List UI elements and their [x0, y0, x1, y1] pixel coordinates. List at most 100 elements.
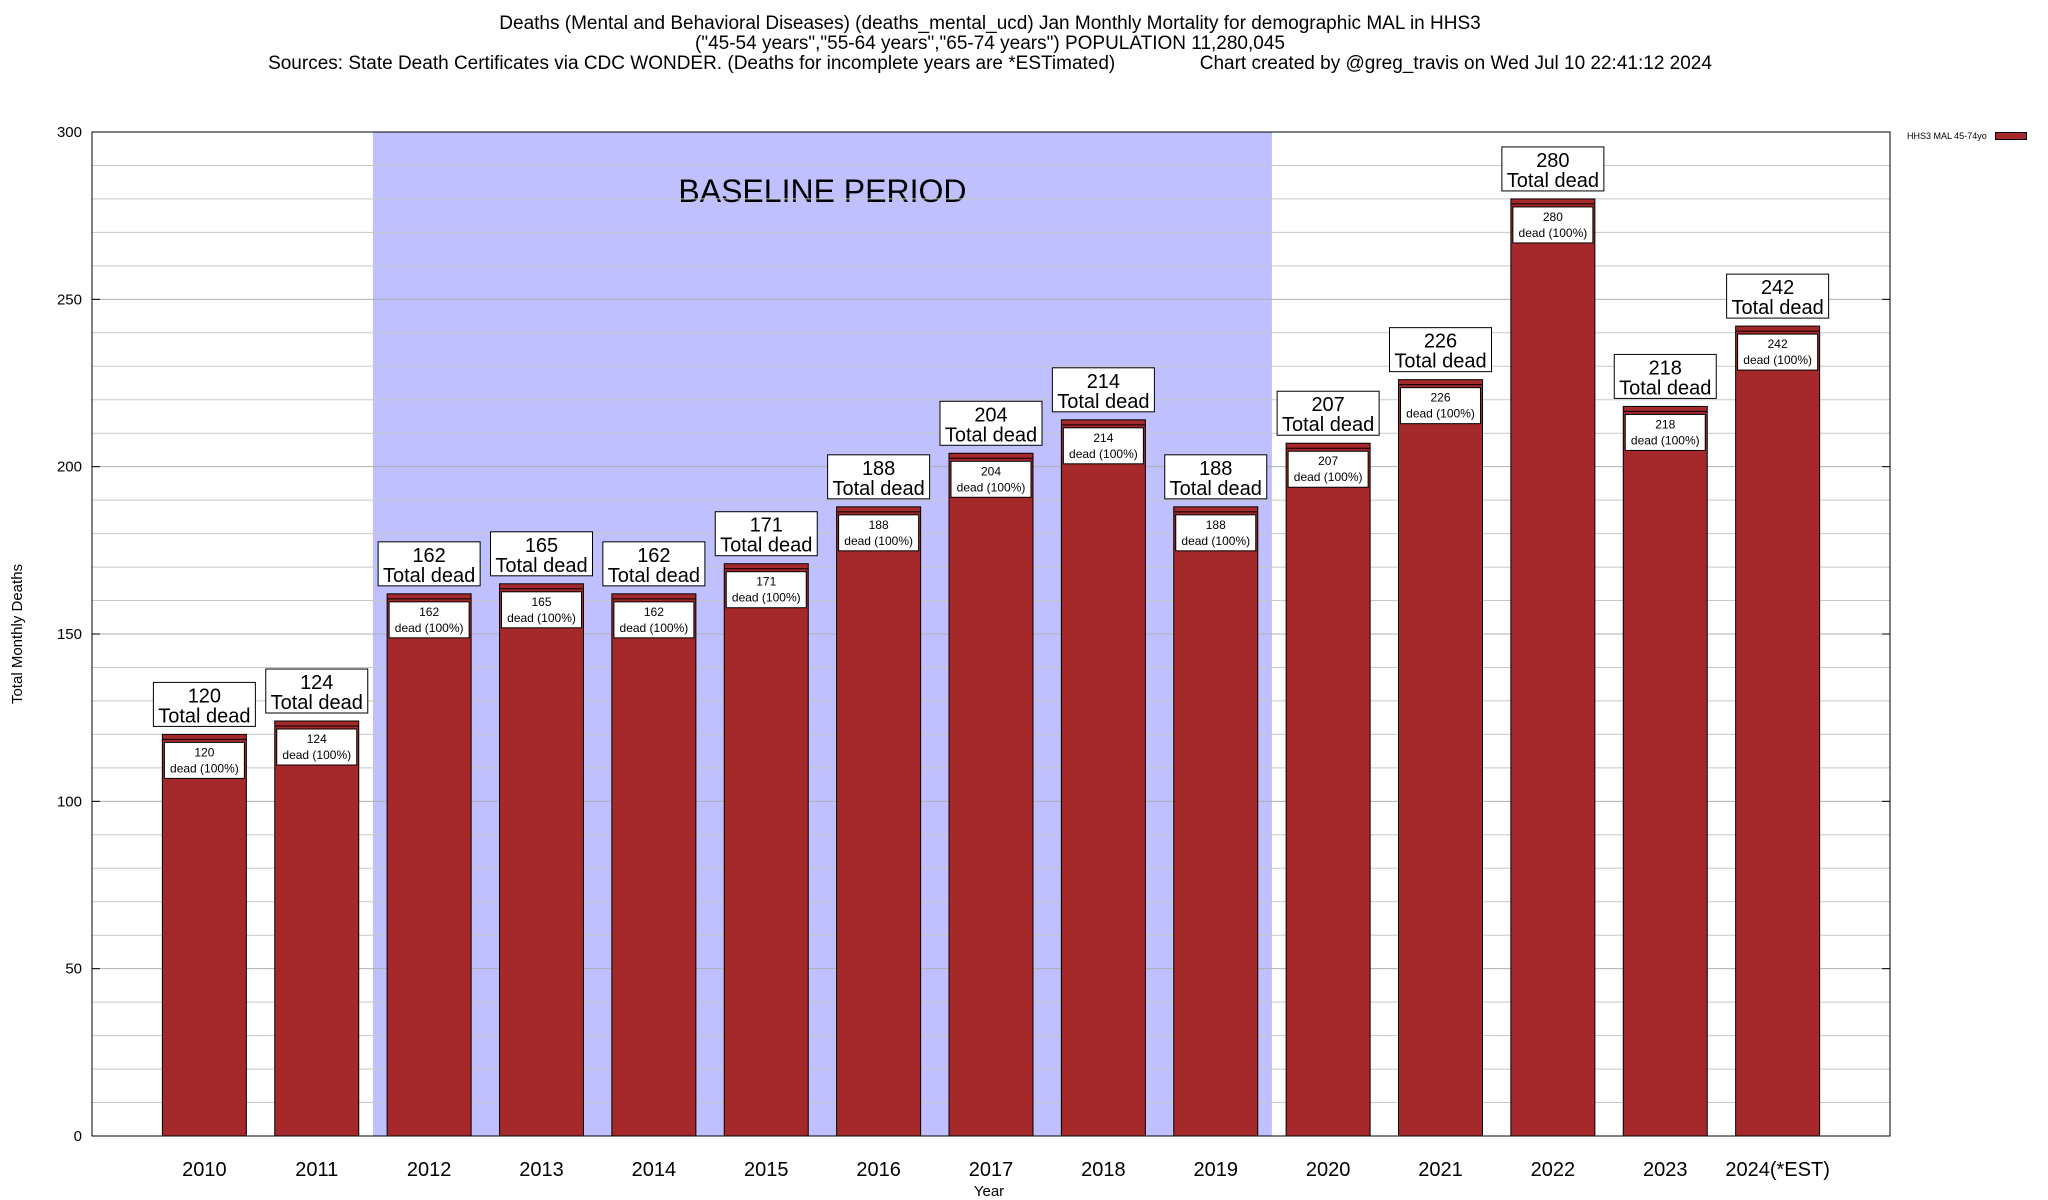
baseline-period-label: BASELINE PERIOD: [678, 173, 966, 209]
chart-title: Deaths (Mental and Behavioral Diseases) …: [499, 13, 1481, 34]
bar: [611, 593, 697, 1137]
x-tick-label: 2011: [295, 1159, 338, 1181]
inner-percent-label: dead (100%): [395, 621, 464, 635]
bar: [386, 593, 472, 1137]
inner-label-box: [1175, 514, 1257, 552]
credit-text: Chart created by @greg_travis on Wed Jul…: [1199, 53, 1712, 74]
inner-value-label: 162: [644, 605, 664, 619]
bar: [1735, 325, 1821, 1137]
legend: HHS3 MAL 45-74yo: [1907, 131, 2027, 141]
bar: [1622, 405, 1708, 1137]
inner-label-box: [1287, 450, 1369, 488]
y-tick-label: 0: [74, 1128, 82, 1145]
total-dead-label: Total dead: [271, 692, 363, 714]
total-label-box: [827, 454, 931, 500]
inner-percent-label: dead (100%): [844, 534, 913, 548]
chart-subtitle: ("45-54 years","55-64 years","65-74 year…: [695, 33, 1285, 54]
total-value-label: 226: [1424, 331, 1457, 353]
bar: [1060, 419, 1146, 1137]
inner-percent-label: dead (100%): [1519, 226, 1588, 240]
inner-value-label: 124: [307, 732, 327, 746]
x-tick-label: 2021: [1418, 1159, 1463, 1181]
total-label-box: [152, 681, 256, 727]
total-value-label: 280: [1536, 150, 1569, 172]
x-tick-label: 2023: [1643, 1159, 1688, 1181]
inner-percent-label: dead (100%): [620, 621, 689, 635]
inner-label-box: [163, 741, 245, 779]
bar: [836, 506, 922, 1137]
x-tick-label: 2016: [856, 1159, 901, 1181]
inner-label-box: [1062, 427, 1144, 465]
chart-sources: Sources: State Death Certificates via CD…: [0, 54, 1980, 74]
y-tick-label: 300: [57, 124, 82, 141]
x-tick-label: 2018: [1081, 1159, 1126, 1181]
total-label-box: [1501, 146, 1605, 192]
inner-value-label: 188: [869, 518, 889, 532]
inner-label-box: [276, 728, 358, 766]
bar: [274, 720, 360, 1137]
total-dead-label: Total dead: [1057, 391, 1149, 413]
bar: [1173, 506, 1259, 1137]
total-value-label: 207: [1311, 394, 1344, 416]
bar: [1285, 442, 1371, 1137]
total-label-box: [1164, 454, 1268, 500]
total-dead-label: Total dead: [1619, 377, 1711, 399]
y-tick-label: 250: [57, 291, 82, 308]
total-dead-label: Total dead: [1731, 297, 1823, 319]
total-label-box: [714, 511, 818, 557]
inner-value-label: 204: [981, 464, 1001, 478]
inner-value-label: 207: [1318, 454, 1338, 468]
total-dead-label: Total dead: [1170, 478, 1262, 500]
x-tick-label: 2024(*EST): [1725, 1159, 1830, 1181]
x-tick-label: 2022: [1531, 1159, 1576, 1181]
total-dead-label: Total dead: [608, 565, 700, 587]
total-dead-label: Total dead: [383, 565, 475, 587]
total-dead-label: Total dead: [158, 705, 250, 727]
bar: [723, 563, 809, 1137]
total-dead-label: Total dead: [720, 535, 812, 557]
legend-swatch: [1994, 132, 2027, 140]
total-dead-label: Total dead: [945, 424, 1037, 446]
x-tick-label: 2015: [744, 1159, 789, 1181]
total-label-box: [490, 531, 593, 577]
inner-value-label: 214: [1093, 431, 1113, 445]
total-value-label: 120: [188, 685, 221, 707]
total-value-label: 242: [1761, 277, 1794, 299]
bar: [1510, 198, 1596, 1137]
x-tick-label: 2020: [1306, 1159, 1351, 1181]
total-value-label: 124: [300, 672, 333, 694]
total-label-box: [1051, 367, 1155, 413]
total-value-label: 204: [974, 404, 1007, 426]
legend-label: HHS3 MAL 45-74yo: [1907, 131, 1987, 141]
total-value-label: 162: [412, 545, 445, 567]
inner-value-label: 120: [194, 745, 214, 759]
total-label-box: [939, 400, 1043, 446]
inner-percent-label: dead (100%): [957, 480, 1026, 494]
inner-value-label: 226: [1430, 391, 1450, 405]
inner-value-label: 165: [531, 595, 551, 609]
inner-percent-label: dead (100%): [1631, 433, 1700, 447]
inner-percent-label: dead (100%): [1743, 353, 1812, 367]
total-dead-label: Total dead: [495, 555, 587, 577]
inner-value-label: 162: [419, 605, 439, 619]
inner-label-box: [613, 601, 695, 639]
inner-percent-label: dead (100%): [1181, 534, 1250, 548]
x-tick-label: 2010: [182, 1159, 227, 1181]
x-tick-label: 2012: [407, 1159, 452, 1181]
total-label-box: [1613, 353, 1717, 399]
total-label-box: [377, 541, 481, 587]
x-tick-label: 2019: [1194, 1159, 1239, 1181]
y-tick-label: 50: [65, 961, 82, 978]
inner-value-label: 188: [1206, 518, 1226, 532]
inner-percent-label: dead (100%): [732, 591, 801, 605]
total-label-box: [265, 668, 369, 714]
inner-label-box: [725, 571, 807, 609]
total-value-label: 162: [637, 545, 670, 567]
inner-percent-label: dead (100%): [1069, 447, 1138, 461]
inner-label-box: [1512, 206, 1594, 244]
inner-label-box: [1624, 413, 1706, 451]
inner-value-label: 218: [1655, 417, 1675, 431]
total-value-label: 188: [862, 458, 895, 480]
sources-text: Sources: State Death Certificates via CD…: [268, 53, 1116, 74]
